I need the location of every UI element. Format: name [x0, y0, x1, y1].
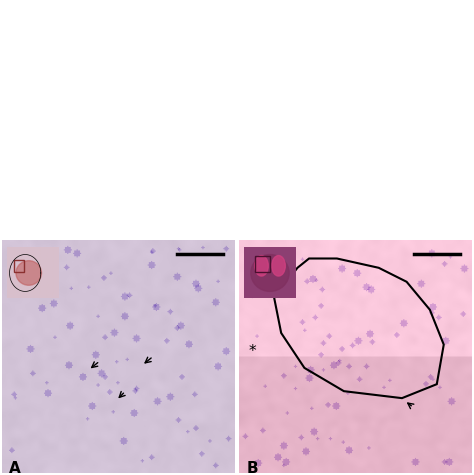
Text: A: A	[9, 461, 21, 475]
Text: *: *	[249, 344, 256, 359]
Text: B: B	[246, 461, 258, 475]
